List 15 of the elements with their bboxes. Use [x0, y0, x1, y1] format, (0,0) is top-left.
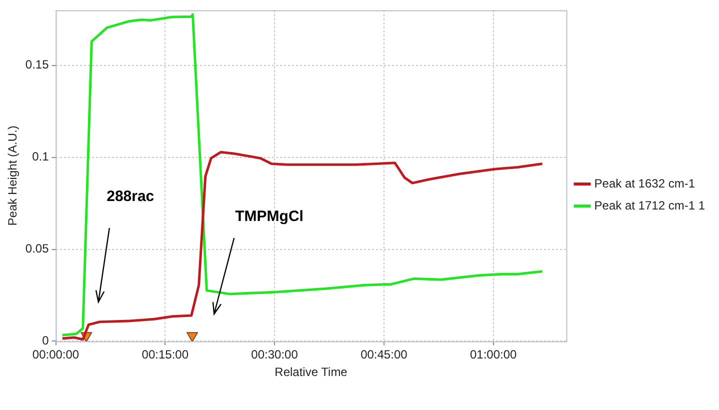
y-tick-label: 0.15 [25, 58, 50, 72]
y-axis-title: Peak Height (A.U.) [6, 126, 20, 226]
y-tick-label: 0.05 [25, 242, 50, 256]
x-tick-label: 00:15:00 [142, 348, 189, 362]
x-tick-label: 00:30:00 [251, 348, 298, 362]
annotation: 288rac [106, 188, 154, 205]
y-tick-label: 0 [42, 334, 50, 348]
x-tick-label: 00:45:00 [360, 348, 408, 362]
annotation: TMPMgCl [235, 208, 304, 225]
x-axis-title: Relative Time [274, 365, 348, 380]
x-tick-label: 01:00:00 [470, 348, 518, 362]
legend-label: Peak at 1712 cm-1 1 [594, 198, 706, 212]
y-tick-label: 0.1 [32, 150, 50, 164]
x-tick-label: 00:00:00 [32, 348, 80, 362]
legend-label: Peak at 1632 cm-1 [594, 176, 696, 190]
